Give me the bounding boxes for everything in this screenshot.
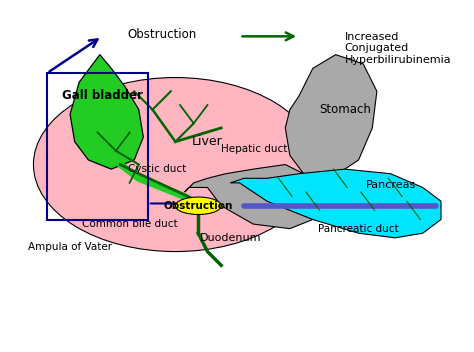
Text: Ampula of Vater: Ampula of Vater (28, 242, 112, 252)
Ellipse shape (34, 77, 318, 252)
Text: Hepatic duct: Hepatic duct (221, 144, 288, 153)
Text: Liver: Liver (192, 135, 223, 148)
Text: Common bile duct: Common bile duct (82, 219, 177, 229)
Text: Duodenum: Duodenum (200, 233, 261, 243)
Ellipse shape (175, 197, 221, 214)
Bar (47, 73, 148, 220)
Text: Cystic duct: Cystic duct (128, 164, 186, 174)
Text: Increased
Conjugated
Hyperbilirubinemia: Increased Conjugated Hyperbilirubinemia (345, 32, 451, 65)
Text: Obstruction: Obstruction (164, 201, 233, 211)
Polygon shape (70, 55, 143, 169)
Polygon shape (184, 164, 322, 229)
Text: Pancreatic duct: Pancreatic duct (318, 224, 399, 234)
Text: Obstruction: Obstruction (127, 27, 196, 40)
Polygon shape (285, 55, 377, 178)
Polygon shape (230, 169, 441, 238)
Text: Pancreas: Pancreas (365, 180, 416, 190)
Text: Gall bladder: Gall bladder (62, 89, 143, 102)
Text: Stomach: Stomach (319, 103, 371, 116)
